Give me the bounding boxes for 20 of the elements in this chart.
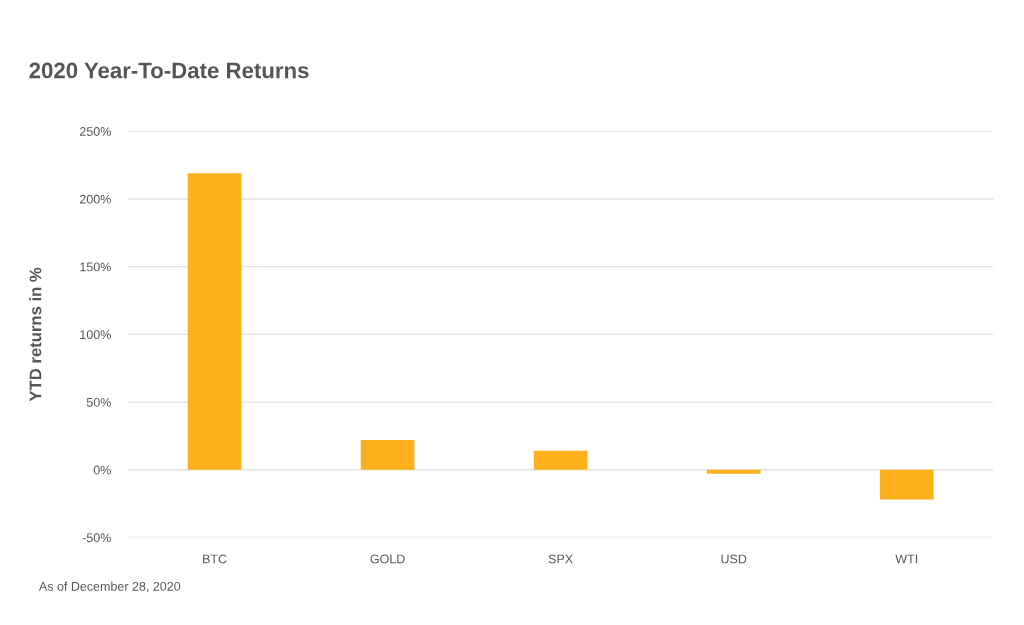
x-tick-label: GOLD [370, 554, 405, 564]
x-tick-label: SPX [548, 554, 573, 564]
y-tick-label: 250% [79, 127, 111, 136]
x-tick-label: BTC [203, 554, 227, 564]
bar [360, 440, 415, 470]
x-tick-label: USD [721, 554, 747, 564]
text: As of December 28, 2020 [38, 581, 181, 593]
y-axis-title: YTD returns in % [29, 267, 42, 402]
bar [706, 469, 761, 474]
bar [187, 173, 242, 470]
chart-title: 2020 Year-To-Date Returns [29, 62, 309, 79]
y-tick-label: 150% [80, 262, 111, 272]
y-tick-label: 50% [86, 397, 111, 407]
y-tick-label: 100% [80, 330, 111, 340]
y-tick-label: -50% [82, 533, 111, 543]
y-tick-label: 0% [93, 465, 111, 475]
x-tick-label: WTI [895, 554, 918, 564]
bar [879, 469, 934, 500]
bar [533, 450, 588, 470]
y-tick-label: 200% [79, 194, 111, 204]
